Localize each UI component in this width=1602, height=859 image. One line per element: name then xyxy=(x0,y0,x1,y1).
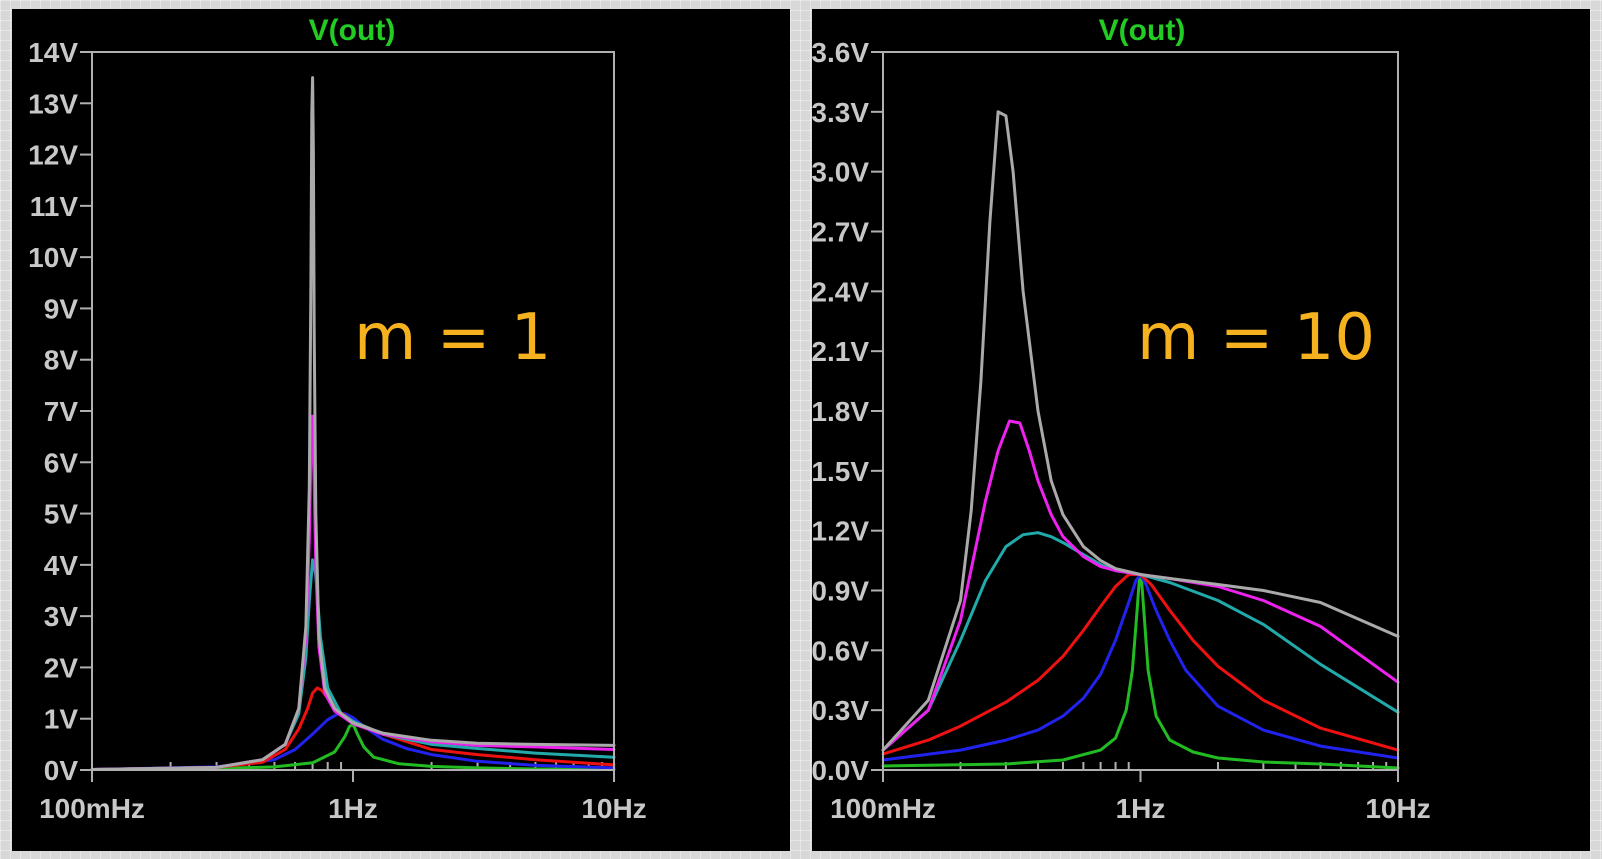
chart-panel-left: V(out) 0V 1V 2V 3V 4V 5V 6V 7V 8V 9V 10V 11V 12V 13V 1… xyxy=(12,9,790,851)
y-tick-label: 0.0V xyxy=(812,755,869,786)
x-tick-label: 10Hz xyxy=(581,793,646,824)
y-tick-label: 3.3V xyxy=(812,97,869,128)
y-tick-label: 1.5V xyxy=(812,456,869,487)
series-line-5 xyxy=(881,110,1400,752)
chart-left: V(out) 0V 1V 2V 3V 4V 5V 6V 7V 8V 9V 10V 11V 12V 13V 1… xyxy=(28,14,647,824)
series-line-3 xyxy=(881,531,1400,752)
y-tick-label: 3V xyxy=(44,601,79,632)
chart-title: V(out) xyxy=(309,14,396,47)
y-tick-label: 2.7V xyxy=(812,217,869,248)
y-tick-label: 6V xyxy=(44,447,79,478)
x-tick-label: 100mHz xyxy=(830,793,936,824)
series-lines xyxy=(881,110,1400,770)
y-tick-label: 0.6V xyxy=(812,635,869,666)
handwritten-annotation: m = 10 xyxy=(1137,301,1375,375)
y-tick-label: 0.9V xyxy=(812,576,869,607)
chart-panel-right: V(out) 0.0V 0.3V 0.6V 0.9V 1.2V 1.5V 1.8V 2.1V 2… xyxy=(812,9,1590,851)
series-line-5 xyxy=(90,76,616,771)
y-tick-label: 2V xyxy=(44,652,79,683)
chart-right: V(out) 0.0V 0.3V 0.6V 0.9V 1.2V 1.5V 1.8V 2.1V 2… xyxy=(812,14,1431,824)
y-tick-label: 4V xyxy=(44,550,79,581)
series-line-4 xyxy=(881,419,1400,752)
y-tick-label: 1.8V xyxy=(812,396,869,427)
series-lines xyxy=(90,76,616,771)
x-tick-label: 100mHz xyxy=(39,793,145,824)
series-line-2 xyxy=(881,573,1400,756)
y-tick-label: 2.1V xyxy=(812,336,869,367)
y-tick-label: 7V xyxy=(44,396,79,427)
y-tick-label: 3.6V xyxy=(812,37,869,68)
series-line-0 xyxy=(90,723,616,771)
y-tick-label: 10V xyxy=(28,242,78,273)
handwritten-annotation: m = 1 xyxy=(354,301,551,375)
y-tick-label: 12V xyxy=(28,140,78,171)
y-tick-label: 2.4V xyxy=(812,276,869,307)
chart-title: V(out) xyxy=(1099,14,1186,47)
x-ticks: 100mHz 1Hz 10Hz xyxy=(39,770,647,824)
y-tick-label: 1V xyxy=(44,704,79,735)
y-tick-label: 14V xyxy=(28,37,78,68)
series-line-3 xyxy=(90,558,616,771)
series-line-1 xyxy=(881,573,1400,762)
series-line-2 xyxy=(90,686,616,771)
plot-frame xyxy=(91,51,615,771)
series-line-1 xyxy=(90,712,616,771)
x-tick-label: 1Hz xyxy=(328,793,378,824)
y-tick-label: 1.2V xyxy=(812,516,869,547)
y-tick-label: 0.3V xyxy=(812,695,869,726)
y-tick-label: 13V xyxy=(28,88,78,119)
x-tick-label: 1Hz xyxy=(1116,793,1166,824)
x-tick-label: 10Hz xyxy=(1365,793,1430,824)
y-ticks: 0V 1V 2V 3V 4V 5V 6V 7V 8V 9V 10V 11V 12V 13V 14V xyxy=(28,37,92,786)
y-tick-label: 11V xyxy=(30,191,79,222)
y-tick-label: 5V xyxy=(44,499,79,530)
y-tick-label: 0V xyxy=(44,755,79,786)
y-ticks: 0.0V 0.3V 0.6V 0.9V 1.2V 1.5V 1.8V 2.1V 2.4V 2.7V… xyxy=(812,37,883,786)
y-tick-label: 3.0V xyxy=(812,157,869,188)
y-tick-label: 9V xyxy=(44,293,79,324)
x-ticks: 100mHz 1Hz 10Hz xyxy=(830,770,1431,824)
y-tick-label: 8V xyxy=(44,345,79,376)
plot-frame xyxy=(882,51,1399,771)
